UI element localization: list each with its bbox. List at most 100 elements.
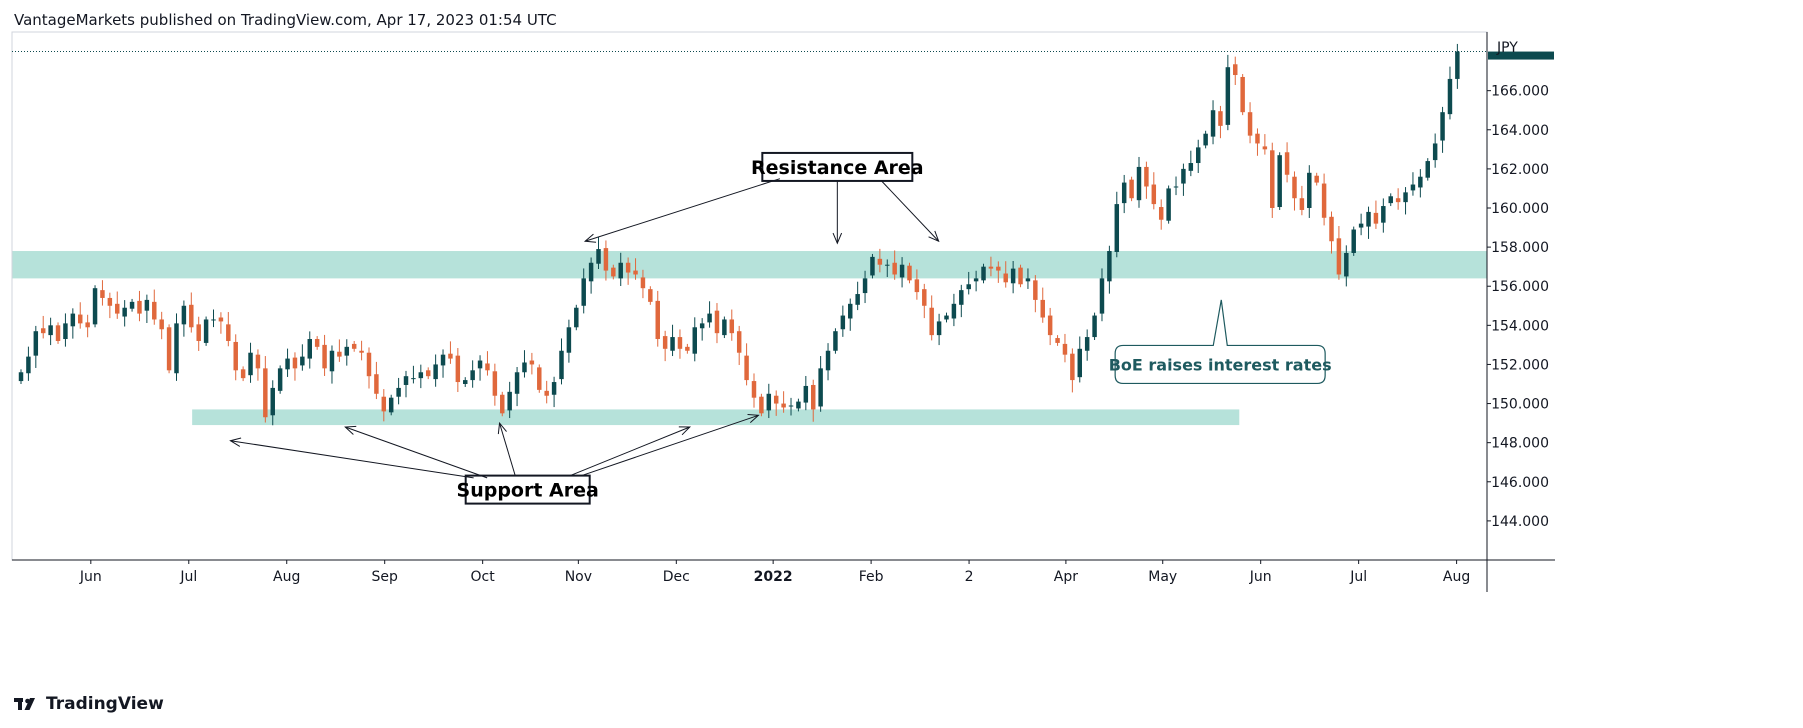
candle[interactable] — [996, 261, 1001, 283]
candle[interactable] — [522, 350, 527, 378]
candle[interactable] — [1410, 172, 1416, 196]
candle[interactable] — [596, 236, 601, 270]
candle[interactable] — [714, 303, 720, 344]
candle[interactable] — [1395, 188, 1401, 210]
candle[interactable] — [625, 257, 631, 285]
candle[interactable] — [1158, 199, 1164, 230]
candle[interactable] — [1166, 185, 1171, 224]
candle[interactable] — [929, 295, 934, 341]
candle[interactable] — [588, 257, 594, 294]
candle[interactable] — [329, 345, 335, 384]
candle[interactable] — [1144, 161, 1149, 199]
candle[interactable] — [351, 340, 357, 352]
candle[interactable] — [559, 338, 564, 385]
candle[interactable] — [1344, 245, 1349, 287]
candle[interactable] — [314, 336, 320, 350]
candle[interactable] — [440, 349, 446, 378]
candle[interactable] — [448, 341, 453, 364]
candle[interactable] — [1270, 142, 1275, 218]
candle[interactable] — [1432, 133, 1438, 168]
candle[interactable] — [196, 316, 201, 351]
candle[interactable] — [1077, 336, 1083, 383]
candle[interactable] — [810, 379, 816, 422]
candle[interactable] — [736, 325, 742, 366]
candle[interactable] — [640, 269, 646, 299]
candle[interactable] — [1321, 173, 1327, 226]
candle[interactable] — [1062, 333, 1068, 363]
candle[interactable] — [174, 313, 179, 381]
candle[interactable] — [944, 312, 949, 323]
candle[interactable] — [263, 356, 268, 423]
candle[interactable] — [1336, 225, 1342, 280]
candle[interactable] — [1181, 163, 1186, 196]
candle[interactable] — [611, 264, 616, 280]
candle[interactable] — [300, 344, 305, 371]
candle[interactable] — [152, 289, 157, 325]
candle[interactable] — [33, 325, 39, 368]
candle[interactable] — [848, 298, 853, 331]
candle[interactable] — [670, 324, 675, 357]
candle[interactable] — [1136, 156, 1142, 208]
candle[interactable] — [1070, 348, 1075, 393]
candle[interactable] — [255, 349, 261, 381]
candle[interactable] — [1247, 102, 1253, 144]
candle[interactable] — [307, 331, 312, 369]
candle[interactable] — [1047, 307, 1053, 346]
candle[interactable] — [914, 269, 920, 300]
candle[interactable] — [107, 292, 113, 319]
candle[interactable] — [870, 253, 875, 279]
candle[interactable] — [529, 352, 535, 375]
candle[interactable] — [70, 308, 76, 339]
candle[interactable] — [973, 270, 979, 292]
candle[interactable] — [374, 361, 379, 400]
candle[interactable] — [433, 354, 438, 387]
candle[interactable] — [40, 315, 46, 339]
candle[interactable] — [270, 380, 275, 426]
candle[interactable] — [707, 301, 712, 328]
candle[interactable] — [1018, 264, 1023, 288]
candle[interactable] — [92, 285, 98, 328]
candle[interactable] — [1055, 335, 1060, 346]
candle[interactable] — [396, 377, 401, 405]
candle[interactable] — [418, 364, 424, 389]
candle[interactable] — [189, 292, 194, 333]
candle[interactable] — [877, 248, 883, 273]
candle[interactable] — [1403, 187, 1408, 215]
candle[interactable] — [470, 360, 475, 388]
candle[interactable] — [1292, 171, 1297, 211]
candle[interactable] — [292, 352, 298, 381]
candle[interactable] — [566, 319, 572, 363]
candle[interactable] — [411, 365, 416, 384]
candle[interactable] — [648, 286, 653, 305]
candle[interactable] — [855, 281, 860, 311]
candle[interactable] — [1114, 191, 1120, 258]
candle[interactable] — [115, 291, 120, 319]
candle[interactable] — [892, 250, 897, 280]
candle[interactable] — [1010, 260, 1016, 294]
candle[interactable] — [788, 397, 794, 416]
candle[interactable] — [833, 328, 838, 354]
candle[interactable] — [477, 355, 483, 381]
candle[interactable] — [211, 309, 216, 328]
candle[interactable] — [1003, 261, 1008, 288]
candle[interactable] — [537, 364, 542, 393]
candle[interactable] — [248, 342, 253, 383]
candle[interactable] — [1314, 172, 1319, 186]
candle[interactable] — [1455, 43, 1460, 89]
candle[interactable] — [722, 316, 727, 339]
candle[interactable] — [159, 311, 164, 340]
candle[interactable] — [1188, 150, 1194, 177]
candle[interactable] — [966, 271, 971, 295]
candle[interactable] — [699, 318, 705, 341]
candle[interactable] — [677, 329, 683, 359]
candle[interactable] — [1025, 268, 1031, 289]
candle[interactable] — [796, 398, 801, 412]
candle[interactable] — [285, 348, 290, 377]
candle[interactable] — [100, 280, 105, 306]
candle[interactable] — [751, 373, 757, 408]
candle[interactable] — [1195, 139, 1201, 173]
candle[interactable] — [381, 389, 387, 422]
candle[interactable] — [1284, 142, 1290, 183]
candle[interactable] — [744, 343, 749, 386]
